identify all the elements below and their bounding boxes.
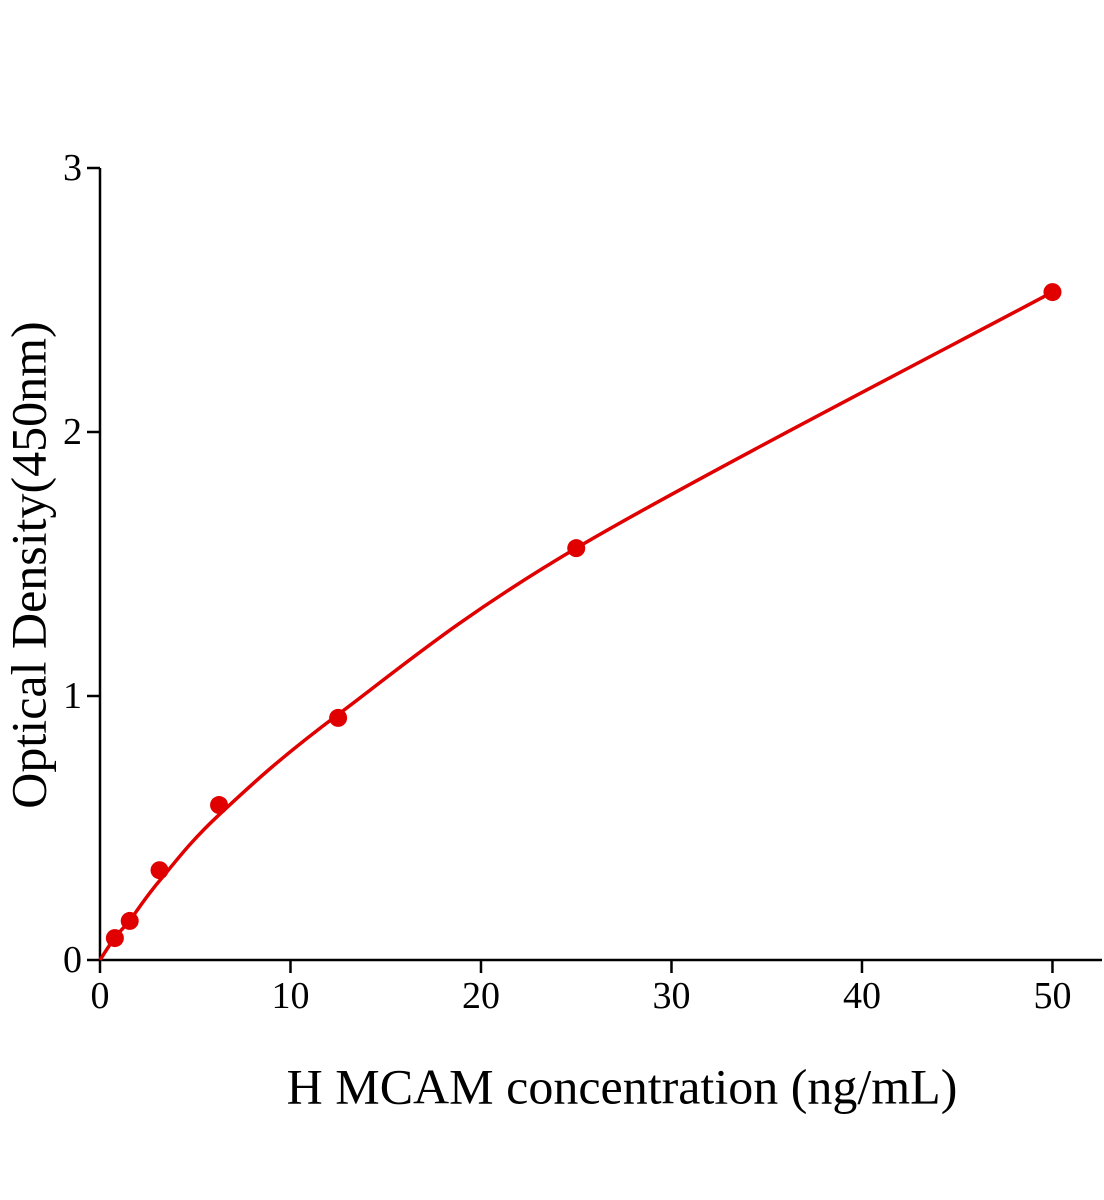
x-tick-label: 0 (91, 975, 110, 1017)
x-tick-label: 50 (1033, 975, 1071, 1017)
x-tick-label: 20 (462, 975, 500, 1017)
data-point (105, 929, 124, 948)
y-tick-label: 2 (63, 411, 82, 453)
y-tick-label: 3 (63, 147, 82, 189)
data-point (210, 796, 229, 815)
data-point (1043, 283, 1062, 302)
data-point (567, 539, 586, 558)
data-point (120, 911, 139, 930)
x-tick-label: 10 (271, 975, 309, 1017)
y-axis-title: Optical Density(450nm) (0, 321, 56, 808)
y-tick-label: 1 (63, 675, 82, 717)
x-axis-title: H MCAM concentration (ng/mL) (287, 1058, 958, 1114)
y-tick-label: 0 (63, 939, 82, 981)
fit-curve (98, 290, 1054, 961)
x-tick-label: 30 (652, 975, 690, 1017)
data-point (150, 861, 169, 880)
data-point (329, 708, 348, 727)
x-tick-label: 40 (843, 975, 881, 1017)
